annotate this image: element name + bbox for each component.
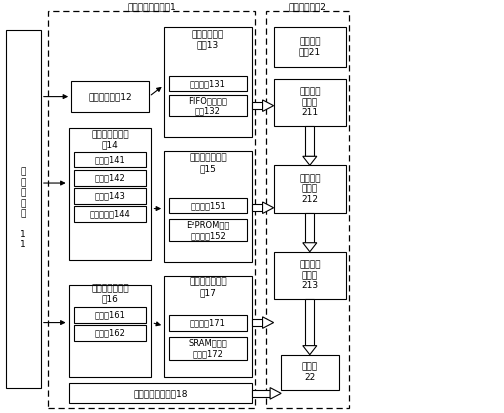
Text: 乘法器141: 乘法器141: [95, 155, 125, 164]
Bar: [69, 384, 252, 403]
Text: 显示器
22: 显示器 22: [302, 363, 318, 382]
Text: 第一在线处理
模块13: 第一在线处理 模块13: [192, 30, 224, 50]
Bar: [164, 151, 252, 262]
Text: 驱动扫描显示模块18: 驱动扫描显示模块18: [133, 389, 187, 398]
Text: 存储显示模块2: 存储显示模块2: [288, 3, 326, 12]
Bar: [74, 170, 147, 185]
Bar: [169, 337, 247, 360]
Text: 累加器161: 累加器161: [95, 310, 125, 319]
Text: E²PROM读写
控制模块152: E²PROM读写 控制模块152: [186, 221, 230, 240]
Bar: [169, 219, 247, 242]
Text: 温
度
接
收
端

1
1: 温 度 接 收 端 1 1: [21, 168, 26, 249]
Bar: [305, 299, 314, 346]
Text: SRAM读写控
制模块172: SRAM读写控 制模块172: [188, 339, 227, 358]
Polygon shape: [270, 388, 281, 399]
Polygon shape: [263, 202, 274, 214]
Text: FIFO读写控制
模块132: FIFO读写控制 模块132: [188, 96, 227, 115]
Text: 第二数据运算模
块16: 第二数据运算模 块16: [91, 284, 129, 304]
Text: 第一数据
存储器
211: 第一数据 存储器 211: [299, 88, 321, 117]
Bar: [266, 11, 349, 408]
Bar: [71, 81, 149, 112]
Bar: [74, 152, 147, 167]
Bar: [74, 188, 147, 204]
Bar: [281, 355, 339, 390]
Bar: [252, 204, 263, 211]
Polygon shape: [303, 346, 317, 355]
Bar: [164, 27, 252, 137]
Text: 累加器142: 累加器142: [95, 173, 125, 182]
Bar: [169, 76, 247, 91]
Bar: [6, 29, 41, 388]
Text: 微处理器131: 微处理器131: [190, 79, 226, 88]
Bar: [252, 390, 270, 397]
Text: 第一数据运算模
块14: 第一数据运算模 块14: [91, 130, 129, 150]
Bar: [74, 325, 147, 341]
Bar: [252, 102, 263, 109]
Text: 数据处理驱动模块1: 数据处理驱动模块1: [127, 3, 176, 12]
Bar: [169, 315, 247, 331]
Polygon shape: [303, 156, 317, 165]
Bar: [274, 79, 346, 126]
Bar: [274, 252, 346, 299]
Bar: [305, 213, 314, 243]
Text: 减法器143: 减法器143: [95, 191, 125, 200]
Polygon shape: [303, 243, 317, 252]
Bar: [169, 95, 247, 116]
Bar: [69, 128, 152, 260]
Bar: [69, 285, 152, 377]
Text: 第二在线处理模
块15: 第二在线处理模 块15: [189, 154, 227, 173]
Polygon shape: [263, 100, 274, 112]
Text: 数据转换模块12: 数据转换模块12: [88, 92, 132, 101]
Bar: [274, 165, 346, 213]
Text: 第二数据
存储器
212: 第二数据 存储器 212: [299, 174, 321, 204]
Bar: [305, 126, 314, 156]
Bar: [169, 198, 247, 214]
Text: 第三数据
存储器
213: 第三数据 存储器 213: [299, 261, 321, 290]
Text: 微处理器171: 微处理器171: [190, 318, 226, 328]
Bar: [164, 276, 252, 377]
Bar: [74, 307, 147, 323]
Text: 除法器162: 除法器162: [95, 328, 125, 337]
Bar: [48, 11, 255, 408]
Text: 第三在线处理模
块17: 第三在线处理模 块17: [189, 278, 227, 297]
Polygon shape: [263, 317, 274, 328]
Text: 移位寄存器144: 移位寄存器144: [90, 209, 131, 218]
Bar: [274, 27, 346, 66]
Text: 数据存储
模块21: 数据存储 模块21: [299, 37, 321, 57]
Bar: [74, 206, 147, 222]
Bar: [252, 319, 263, 326]
Text: 微处理器151: 微处理器151: [190, 201, 226, 210]
